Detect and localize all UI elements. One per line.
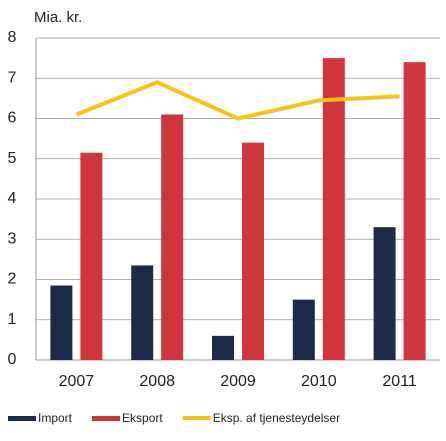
y-tick-label: 4 — [8, 190, 17, 207]
y-tick-label: 3 — [8, 230, 17, 247]
y-tick-label: 8 — [8, 29, 17, 46]
bar — [322, 58, 345, 360]
legend-label: Eksp. af tjenesteydelser — [213, 411, 340, 425]
bar — [80, 152, 103, 360]
bar — [212, 335, 234, 360]
bar — [292, 299, 315, 360]
y-tick-label: 7 — [8, 69, 17, 86]
bar — [373, 227, 396, 360]
x-tick-label: 2009 — [220, 373, 256, 390]
line-series — [75, 80, 400, 121]
y-tick-label: 5 — [8, 150, 17, 167]
y-tick-label: 1 — [8, 311, 17, 328]
x-tick-label: 2007 — [59, 373, 95, 390]
legend-label: Eksport — [122, 411, 163, 425]
y-axis-label: Mia. kr. — [34, 9, 82, 26]
y-tick-label: 6 — [8, 110, 17, 127]
bar — [242, 142, 264, 360]
legend-swatch — [182, 416, 211, 420]
x-tick-label: 2011 — [382, 373, 417, 390]
y-tick-label: 2 — [8, 271, 17, 288]
x-tick-label: 2008 — [139, 373, 175, 390]
bar — [403, 62, 426, 361]
legend-swatch — [8, 416, 36, 421]
bar — [50, 285, 73, 360]
bar — [161, 114, 184, 360]
legend-label: Import — [38, 411, 73, 425]
x-tick-label: 2010 — [301, 373, 337, 390]
y-tick-label: 0 — [8, 351, 17, 368]
legend-swatch — [92, 416, 121, 421]
bar — [131, 265, 154, 360]
